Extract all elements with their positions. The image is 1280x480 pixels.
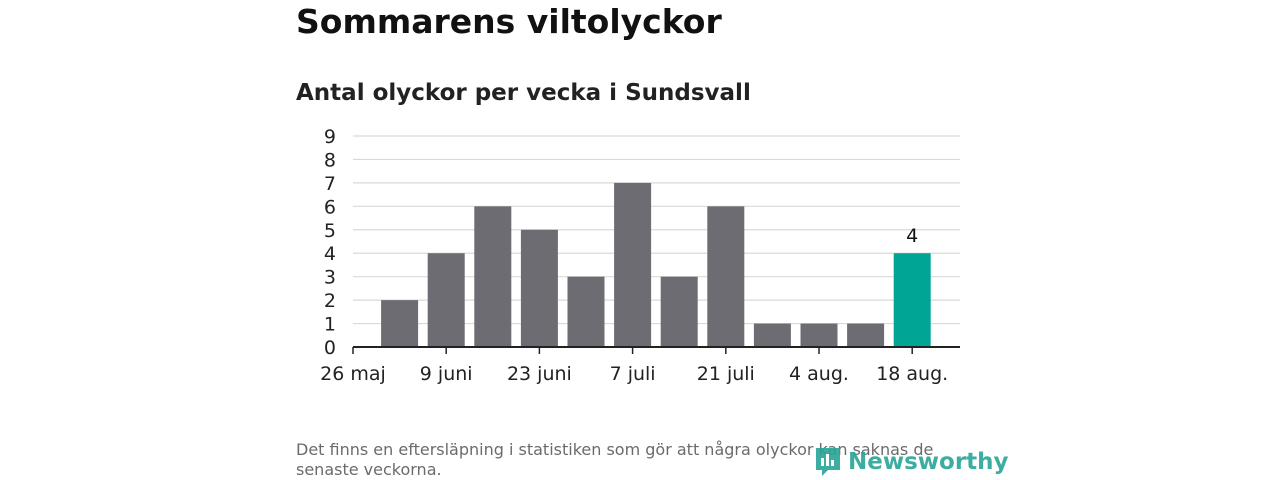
page-title: Sommarens viltolyckor — [296, 2, 722, 41]
x-tick-label: 23 juni — [507, 363, 572, 385]
y-tick-label: 8 — [324, 149, 336, 171]
newsworthy-logo-icon — [816, 448, 840, 476]
bar — [753, 323, 791, 347]
y-tick-label: 1 — [324, 314, 336, 336]
y-tick-label: 6 — [324, 196, 336, 218]
footnote: Det finns en eftersläpning i statistiken… — [296, 440, 934, 479]
bar — [520, 229, 558, 347]
y-tick-label: 0 — [324, 337, 336, 359]
x-tick-label: 9 juni — [420, 363, 473, 385]
bar — [614, 182, 652, 347]
bar — [707, 206, 745, 347]
newsworthy-logo: Newsworthy — [814, 446, 1009, 478]
bar — [847, 323, 885, 347]
bar — [800, 323, 838, 347]
y-tick-label: 7 — [324, 173, 336, 195]
chart-subtitle: Antal olyckor per vecka i Sundsvall — [296, 80, 751, 106]
logo-text: Newsworthy — [848, 449, 1009, 475]
y-tick-label: 9 — [324, 126, 336, 148]
bar — [427, 253, 465, 347]
x-tick-label: 4 aug. — [789, 363, 849, 385]
bar — [660, 276, 698, 347]
y-tick-label: 3 — [324, 267, 336, 289]
y-tick-label: 2 — [324, 290, 336, 312]
y-tick-label: 4 — [324, 243, 336, 265]
x-tick-label: 26 maj — [320, 363, 386, 385]
bar — [567, 276, 605, 347]
x-tick-label: 18 aug. — [876, 363, 948, 385]
x-tick-label: 21 juli — [697, 363, 755, 385]
y-tick-label: 5 — [324, 220, 336, 242]
x-tick-label: 7 juli — [610, 363, 656, 385]
data-label: 4 — [906, 225, 918, 247]
bar — [474, 206, 512, 347]
bar — [381, 300, 419, 347]
highlighted-bar — [893, 253, 931, 347]
